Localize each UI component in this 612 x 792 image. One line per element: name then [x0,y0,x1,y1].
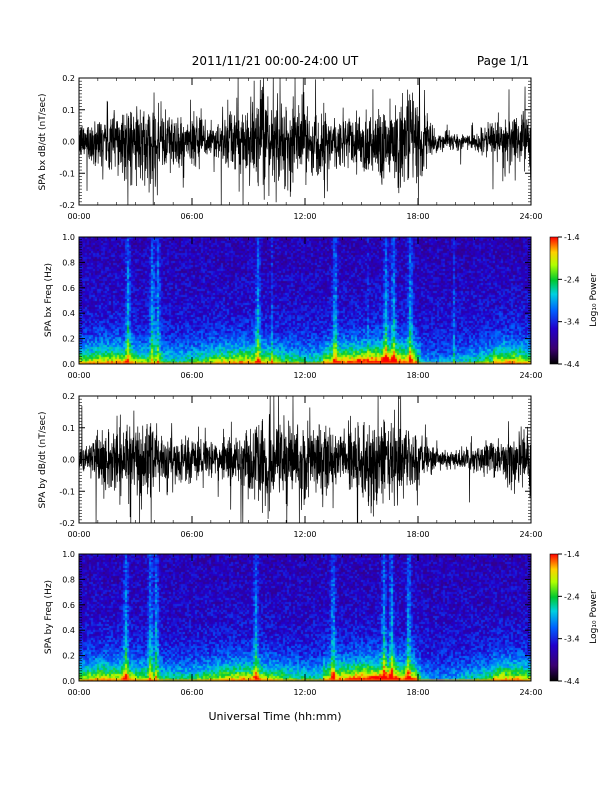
ytick-label: 1.0 [62,550,75,559]
colorbar-tick-label: -1.4 [564,233,580,242]
colorbar-tick-label: -1.4 [564,550,580,559]
x-axis-label: Universal Time (hh:mm) [209,710,342,723]
by-spectrogram-panel: SPA by Freq (Hz) 0.0 0.2 0.4 0.6 0.8 1.0 00:00… [44,550,543,697]
xtick-label: 00:00 [67,688,90,697]
xtick-label: 18:00 [406,688,429,697]
xtick-label: 00:00 [67,212,90,221]
bx-colorbar-scale [549,236,559,365]
xtick-label: 24:00 [519,530,542,539]
bx-spectrogram-panel: SPA bx Freq (Hz) 0.0 0.2 0.4 0.6 0.8 1.0 00:00… [44,233,543,380]
ytick-label: 0.4 [62,626,75,635]
ytick-label: -0.1 [59,169,75,178]
ytick-label: 0.0 [62,456,75,465]
ytick-label: 0.4 [62,309,75,318]
colorbar-tick-label: -3.4 [564,635,580,644]
ytick-label: 0.0 [62,138,75,147]
ytick-label: 0.8 [62,575,75,584]
xtick-label: 06:00 [180,371,203,380]
xtick-label: 12:00 [293,530,316,539]
by-colorbar-label: Log₁₀ Power [589,590,599,644]
ytick-label: 0.1 [62,106,75,115]
ytick-label: 0.0 [62,677,75,686]
ytick-label: 0.2 [62,74,75,83]
bx-spectrogram-ylabel: SPA bx Freq (Hz) [44,263,54,337]
by-timeseries-ylabel: SPA by dB/dt (nT/sec) [38,412,48,509]
by-spectrogram-ylabel: SPA by Freq (Hz) [44,580,54,654]
xtick-label: 06:00 [180,530,203,539]
ytick-label: 0.6 [62,284,75,293]
xtick-label: 12:00 [293,371,316,380]
bx-timeseries-plot [78,77,532,206]
ytick-label: 0.2 [62,392,75,401]
bx-spectrogram-image [79,237,531,364]
ytick-label: 0.1 [62,424,75,433]
ytick-label: 0.2 [62,335,75,344]
by-timeseries-plot [78,395,532,524]
by-timeseries-panel: SPA by dB/dt (nT/sec) -0.2 -0.1 0.0 0.1 0.2 0… [38,392,543,539]
xtick-label: 00:00 [67,371,90,380]
xtick-label: 12:00 [293,688,316,697]
bx-timeseries-panel: SPA bx dB/dt (nT/sec) -0.2 -0.1 0.0 0.1 0.2 0… [38,74,543,221]
ytick-label: -0.2 [59,201,75,210]
xtick-label: 06:00 [180,688,203,697]
bx-colorbar-label: Log₁₀ Power [589,273,599,327]
ytick-label: 0.0 [62,360,75,369]
series-line [78,395,532,524]
ytick-label: 0.6 [62,601,75,610]
xtick-label: 18:00 [406,530,429,539]
xtick-label: 18:00 [406,371,429,380]
xtick-label: 18:00 [406,212,429,221]
series-line [78,77,532,206]
xtick-label: 00:00 [67,530,90,539]
ytick-label: -0.2 [59,519,75,528]
xtick-label: 24:00 [519,212,542,221]
ytick-label: -0.1 [59,487,75,496]
colorbar-tick-label: -2.4 [564,275,580,284]
colorbar-tick-label: -4.4 [564,677,580,686]
xtick-label: 24:00 [519,688,542,697]
xtick-label: 12:00 [293,212,316,221]
page-number: Page 1/1 [477,54,529,68]
ytick-label: 0.2 [62,652,75,661]
xtick-label: 06:00 [180,212,203,221]
xtick-label: 24:00 [519,371,542,380]
by-colorbar-scale [549,553,559,682]
bx-colorbar: -1.4 -2.4 -3.4 -4.4 Log₁₀ Power [549,233,599,369]
bx-timeseries-ylabel: SPA bx dB/dt (nT/sec) [38,94,48,191]
by-colorbar: -1.4 -2.4 -3.4 -4.4 Log₁₀ Power [549,550,599,686]
date-title: 2011/11/21 00:00-24:00 UT [192,54,359,68]
colorbar-tick-label: -2.4 [564,592,580,601]
ytick-label: 0.8 [62,258,75,267]
ytick-label: 1.0 [62,233,75,242]
colorbar-tick-label: -3.4 [564,318,580,327]
by-spectrogram-image [79,554,531,681]
colorbar-tick-label: -4.4 [564,360,580,369]
